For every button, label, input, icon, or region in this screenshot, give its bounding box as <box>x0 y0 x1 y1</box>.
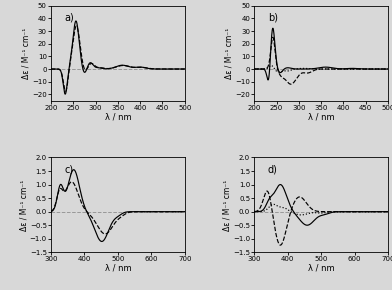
Text: b): b) <box>268 12 278 22</box>
X-axis label: λ / nm: λ / nm <box>308 264 334 273</box>
X-axis label: λ / nm: λ / nm <box>105 112 131 121</box>
Y-axis label: Δε / M⁻¹ cm⁻¹: Δε / M⁻¹ cm⁻¹ <box>223 179 232 231</box>
X-axis label: λ / nm: λ / nm <box>105 264 131 273</box>
Y-axis label: Δε / M⁻¹ cm⁻¹: Δε / M⁻¹ cm⁻¹ <box>22 28 31 79</box>
Text: d): d) <box>268 164 278 174</box>
X-axis label: λ / nm: λ / nm <box>308 112 334 121</box>
Text: a): a) <box>64 12 74 22</box>
Text: c): c) <box>64 164 73 174</box>
Y-axis label: Δε / M⁻¹ cm⁻¹: Δε / M⁻¹ cm⁻¹ <box>19 179 28 231</box>
Y-axis label: Δε / M⁻¹ cm⁻¹: Δε / M⁻¹ cm⁻¹ <box>225 28 234 79</box>
